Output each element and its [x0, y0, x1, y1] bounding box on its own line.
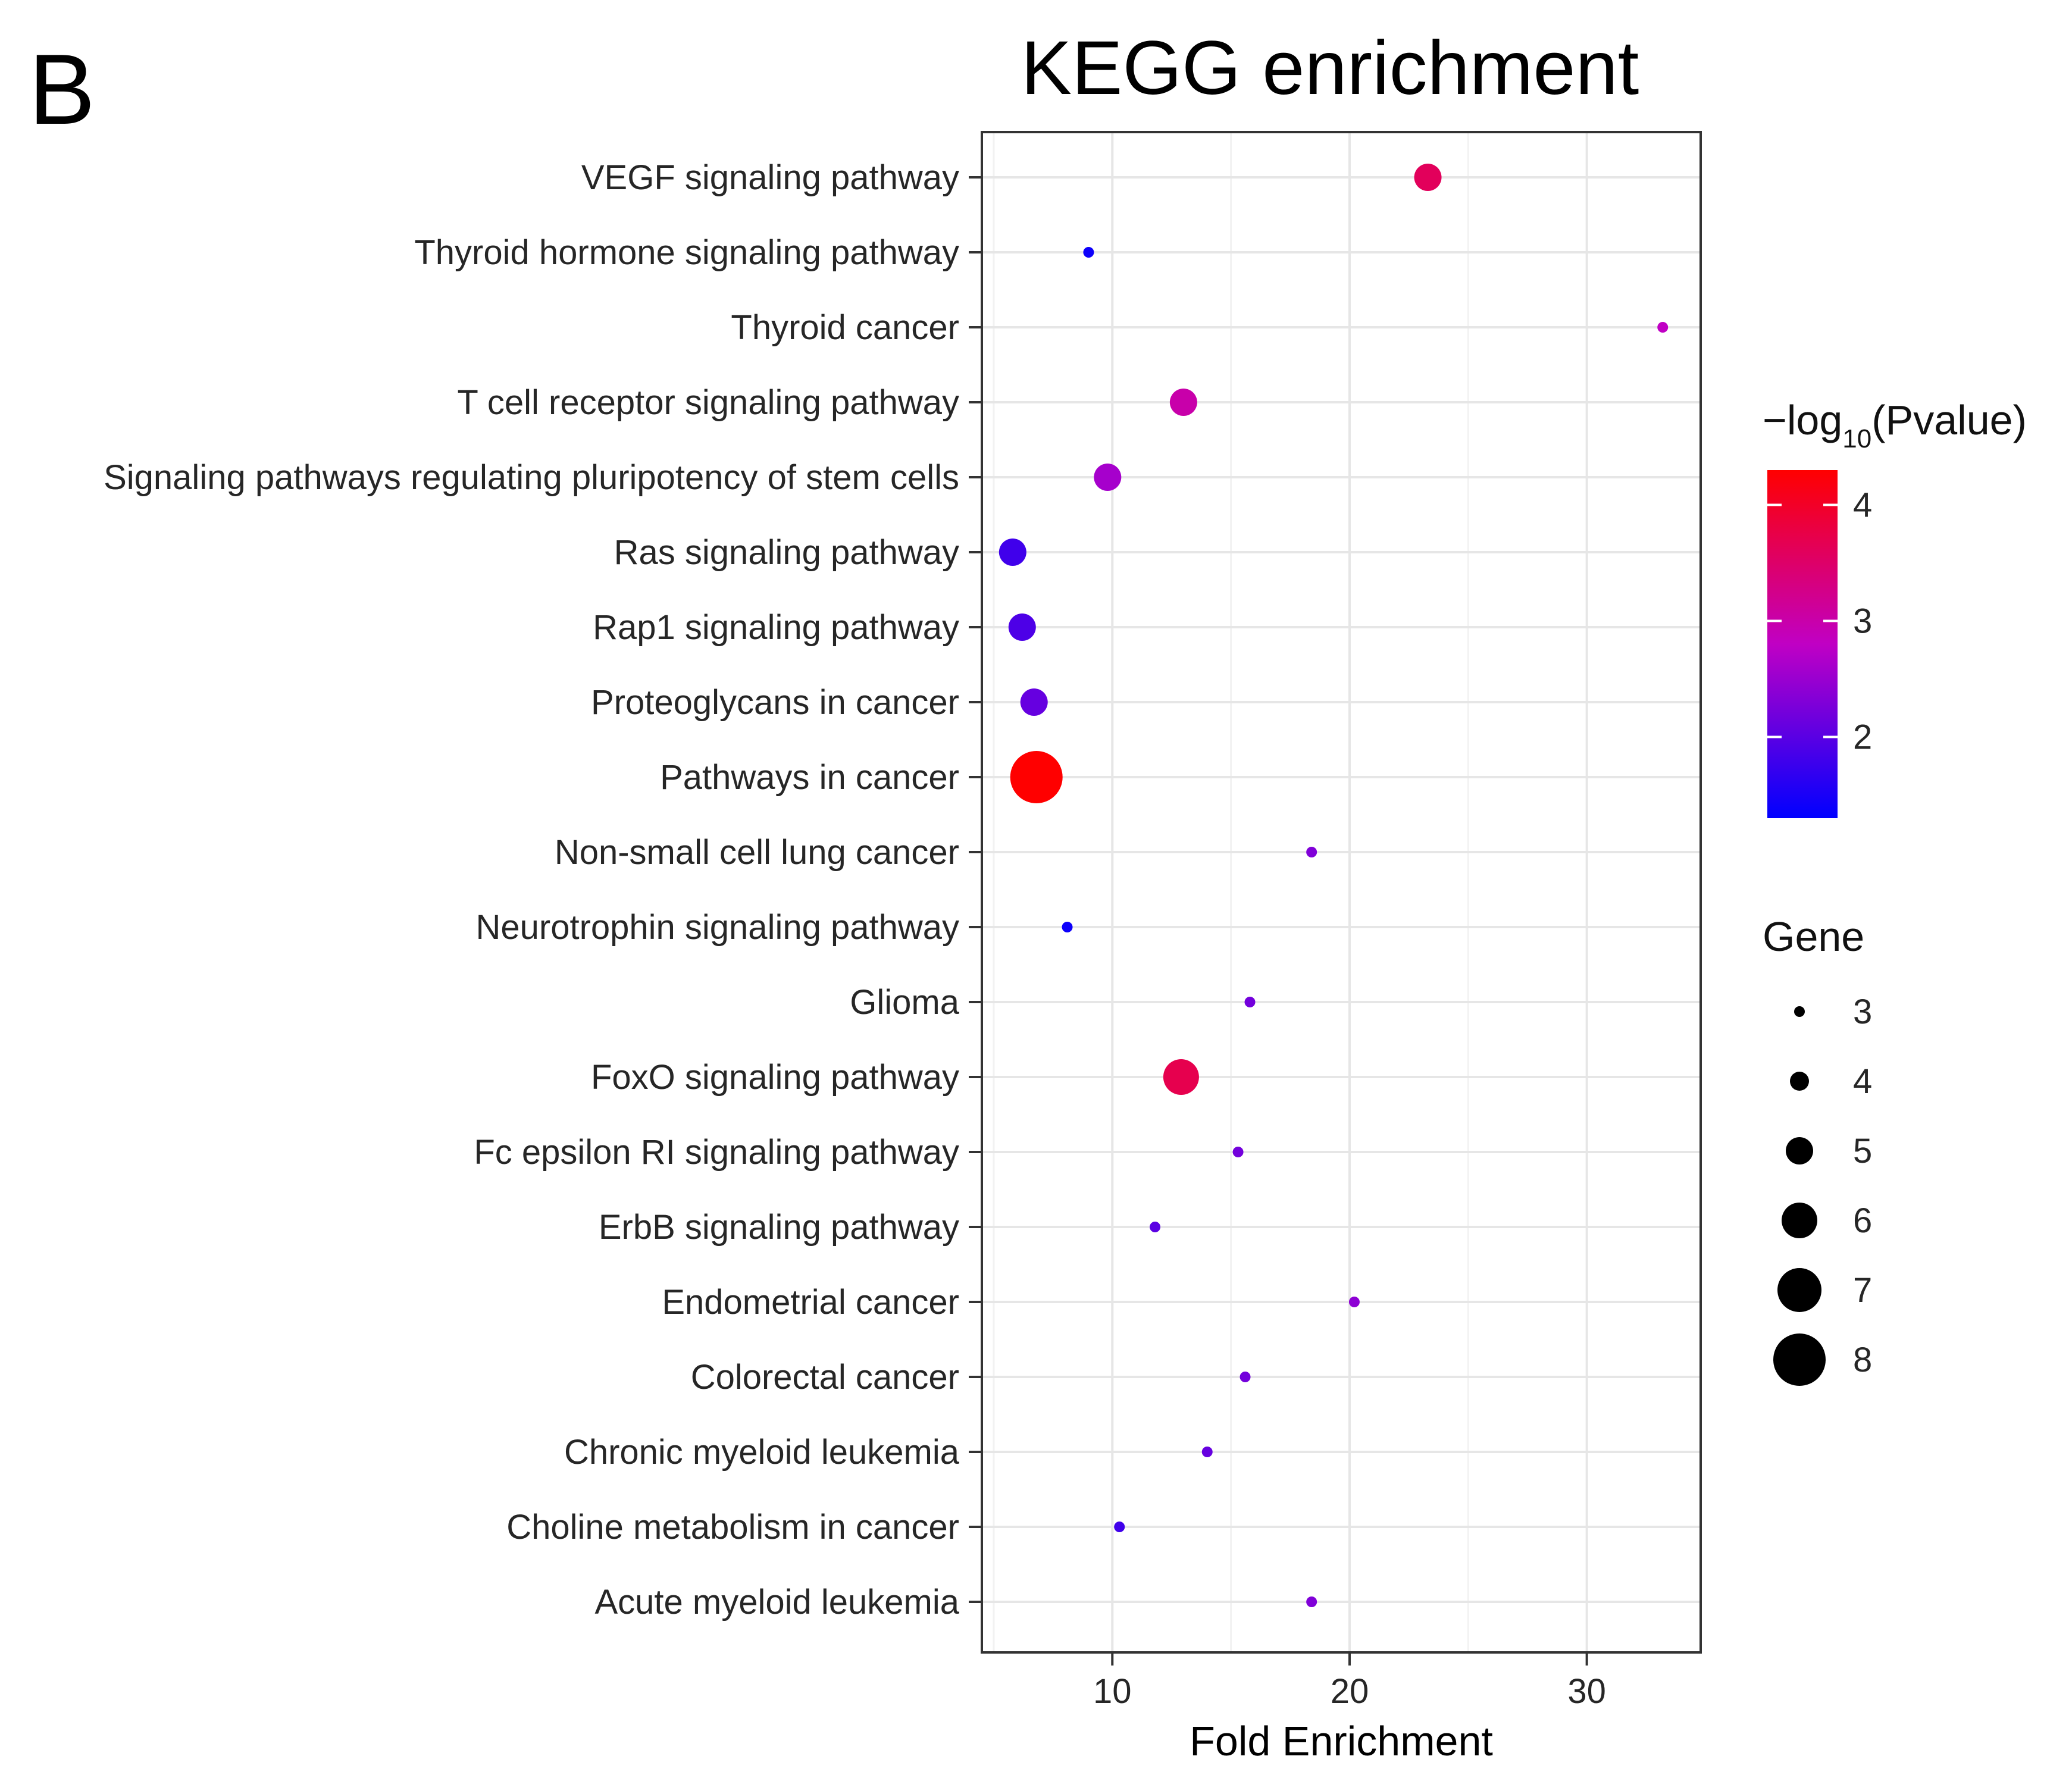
point-14 — [1150, 1222, 1161, 1232]
x-tick-label-0: 10 — [1093, 1672, 1132, 1711]
color-legend-title-suffix: (Pvalue) — [1871, 397, 2027, 443]
color-legend: −log10(Pvalue) 2 3 4 — [1763, 397, 2027, 818]
y-tick-label-12: FoxO signaling pathway — [591, 1058, 959, 1097]
x-tick-label-1: 20 — [1331, 1672, 1369, 1711]
y-axis: VEGF signaling pathway Thyroid hormone si… — [104, 158, 982, 1621]
size-legend-dot-0 — [1794, 1006, 1805, 1017]
y-tick-label-19: Acute myeloid leukemia — [594, 1583, 959, 1621]
y-tick-label-14: ErbB signaling pathway — [599, 1208, 959, 1247]
color-legend-title-sub: 10 — [1842, 424, 1871, 453]
point-4 — [1094, 464, 1122, 491]
y-tick-label-13: Fc epsilon RI signaling pathway — [474, 1133, 959, 1172]
size-legend-label-1: 4 — [1853, 1062, 1872, 1101]
y-tick-label-0: VEGF signaling pathway — [581, 158, 959, 197]
point-2 — [1657, 322, 1669, 333]
y-tick-label-9: Non-small cell lung cancer — [555, 833, 959, 872]
point-1 — [1083, 247, 1094, 258]
size-legend-dot-5 — [1773, 1333, 1826, 1386]
x-axis: 10 20 30 — [1093, 1652, 1606, 1711]
x-tick-label-2: 30 — [1567, 1672, 1606, 1711]
y-tick-label-15: Endometrial cancer — [662, 1283, 959, 1322]
y-tick-label-16: Colorectal cancer — [691, 1358, 959, 1397]
size-legend-title: Gene — [1763, 913, 1864, 960]
point-17 — [1201, 1447, 1213, 1457]
x-axis-title: Fold Enrichment — [1190, 1718, 1493, 1764]
point-3 — [1169, 389, 1197, 416]
cbar-tick-label-1: 3 — [1853, 602, 1872, 641]
size-legend-items: 3 4 5 6 7 8 — [1773, 993, 1872, 1386]
data-points — [999, 164, 1669, 1607]
y-tick-label-10: Neurotrophin signaling pathway — [475, 908, 959, 947]
size-legend-label-5: 8 — [1853, 1341, 1872, 1379]
color-legend-title: −log10(Pvalue) — [1763, 397, 2027, 453]
y-tick-label-4: Signaling pathways regulating pluripoten… — [104, 458, 959, 497]
y-tick-label-2: Thyroid cancer — [731, 308, 959, 347]
grid — [982, 132, 1701, 1652]
y-tick-label-18: Choline metabolism in cancer — [506, 1508, 959, 1547]
chart-title: KEGG enrichment — [1021, 26, 1639, 111]
point-6 — [1008, 613, 1036, 641]
point-13 — [1232, 1147, 1244, 1157]
point-7 — [1020, 688, 1048, 716]
point-11 — [1244, 997, 1256, 1007]
y-tick-label-7: Proteoglycans in cancer — [591, 683, 959, 722]
point-19 — [1306, 1596, 1317, 1607]
y-tick-label-3: T cell receptor signaling pathway — [457, 383, 959, 422]
y-tick-label-6: Rap1 signaling pathway — [593, 608, 959, 647]
size-legend-dot-1 — [1790, 1072, 1809, 1091]
cbar-tick-label-0: 2 — [1853, 718, 1872, 757]
point-0 — [1414, 164, 1442, 191]
color-legend-title-prefix: −log — [1763, 397, 1842, 443]
point-10 — [1062, 922, 1073, 932]
cbar-tick-label-2: 4 — [1853, 486, 1872, 525]
y-tick-label-1: Thyroid hormone signaling pathway — [414, 233, 959, 272]
size-legend-label-3: 6 — [1853, 1201, 1872, 1240]
panel-label: B — [29, 33, 95, 145]
color-bar — [1767, 470, 1838, 818]
size-legend-label-0: 3 — [1853, 993, 1872, 1031]
point-15 — [1348, 1297, 1360, 1307]
size-legend-label-2: 5 — [1853, 1132, 1872, 1170]
y-tick-label-11: Glioma — [850, 983, 959, 1022]
point-5 — [999, 539, 1026, 566]
size-legend-dot-3 — [1782, 1203, 1817, 1238]
size-legend-dot-4 — [1777, 1268, 1821, 1312]
color-bar-ticks: 2 3 4 — [1767, 486, 1872, 757]
point-8 — [1010, 751, 1063, 803]
point-16 — [1240, 1372, 1251, 1382]
y-tick-label-17: Chronic myeloid leukemia — [564, 1433, 960, 1472]
size-legend-label-4: 7 — [1853, 1271, 1872, 1310]
y-tick-label-8: Pathways in cancer — [660, 758, 959, 797]
size-legend-dot-2 — [1786, 1137, 1813, 1164]
plot-border — [981, 131, 1702, 1654]
y-tick-label-5: Ras signaling pathway — [614, 533, 959, 572]
size-legend: Gene 3 4 5 6 7 8 — [1763, 913, 1872, 1386]
point-9 — [1306, 847, 1317, 857]
point-18 — [1114, 1522, 1125, 1532]
point-12 — [1163, 1059, 1199, 1095]
